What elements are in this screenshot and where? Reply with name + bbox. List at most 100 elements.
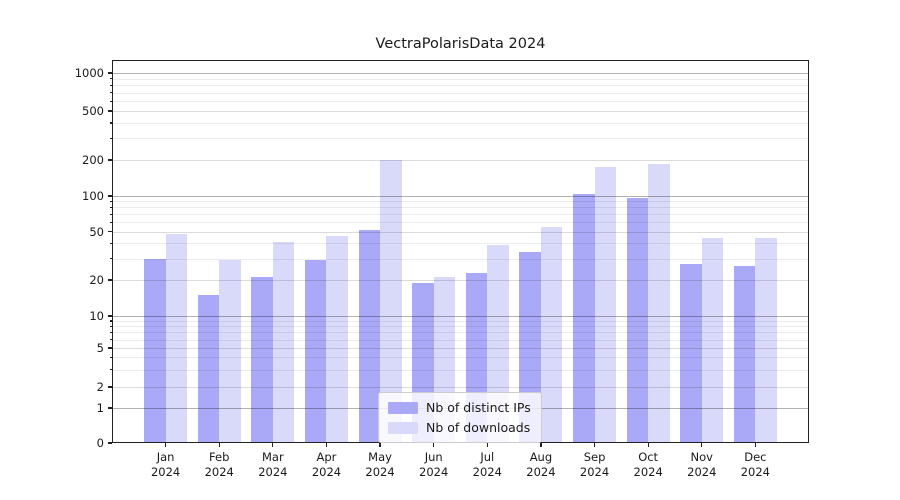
gridline-minor-9	[112, 320, 809, 322]
x-tick-mark-dec	[754, 443, 756, 447]
y-minor-tick-mark-4	[109, 356, 112, 359]
x-tick-label-aug: Aug 2024	[526, 450, 556, 479]
y-tick-mark-200	[108, 159, 112, 161]
y-minor-tick-mark-7	[109, 331, 112, 334]
gridline-minor-300	[112, 138, 809, 140]
y-tick-label-5: 5	[96, 341, 104, 355]
y-tick-label-100: 100	[82, 189, 104, 203]
y-minor-tick-mark-90	[109, 200, 112, 203]
gridline-minor-30	[112, 258, 809, 260]
legend-entry-distinct-ips: Nb of distinct IPs	[388, 400, 531, 415]
gridline-minor-400	[112, 122, 809, 124]
y-tick-mark-5	[108, 347, 112, 349]
y-tick-label-50: 50	[89, 224, 104, 239]
x-tick-label-apr: Apr 2024	[311, 450, 342, 479]
y-minor-tick-mark-800	[109, 84, 112, 86]
bar-downloads-dec	[755, 238, 777, 443]
y-minor-tick-mark-9	[109, 320, 112, 322]
x-tick-mark-mar	[272, 443, 274, 447]
gridline-minor-800	[112, 85, 809, 87]
x-tick-label-sep: Sep 2024	[579, 450, 610, 479]
y-tick-mark-100	[108, 195, 112, 197]
bar-downloads-apr	[326, 235, 348, 443]
bar-ips-jan	[144, 258, 166, 443]
gridline-minor-40	[112, 243, 809, 245]
x-tick-label-feb: Feb 2024	[204, 450, 234, 479]
bar-ips-oct	[626, 197, 649, 443]
legend-label-distinct-ips: Nb of distinct IPs	[426, 400, 531, 415]
x-tick-mark-oct	[647, 443, 649, 447]
x-tick-mark-nov	[701, 443, 703, 447]
bar-ips-feb	[197, 294, 220, 443]
x-tick-label-jan: Jan 2024	[150, 450, 181, 479]
x-tick-mark-jul	[486, 443, 488, 447]
gridline-minor-60	[112, 222, 809, 224]
y-tick-label-1: 1	[96, 401, 104, 415]
x-tick-label-jul: Jul 2024	[472, 450, 502, 479]
gridline-20	[112, 280, 809, 281]
y-tick-mark-0	[108, 442, 112, 444]
y-minor-tick-mark-300	[109, 137, 112, 139]
legend-label-downloads: Nb of downloads	[426, 420, 531, 435]
gridline-minor-8	[112, 326, 809, 328]
gridline-10	[112, 316, 809, 317]
gridline-minor-4	[112, 357, 809, 359]
y-minor-tick-mark-400	[109, 122, 112, 124]
y-tick-label-1000: 1000	[74, 66, 104, 80]
y-tick-mark-1	[108, 407, 112, 409]
x-tick-label-may: May 2024	[365, 450, 395, 479]
x-tick-mark-apr	[325, 443, 328, 447]
gridline-minor-70	[112, 214, 809, 216]
x-tick-label-dec: Dec 2024	[740, 450, 771, 479]
y-minor-tick-mark-70	[109, 213, 112, 215]
gridline-minor-90	[112, 201, 809, 203]
bar-downloads-feb	[219, 260, 241, 443]
bar-downloads-aug	[540, 226, 563, 443]
gridline-5	[112, 348, 809, 349]
bar-downloads-sep	[594, 166, 617, 443]
bar-ips-dec	[733, 266, 756, 443]
x-tick-mark-feb	[218, 443, 220, 447]
bar-ips-apr	[304, 260, 327, 443]
x-tick-label-mar: Mar 2024	[258, 450, 288, 479]
y-minor-tick-mark-3	[109, 369, 112, 371]
gridline-1000	[112, 73, 809, 74]
y-minor-tick-mark-8	[109, 325, 112, 327]
y-tick-mark-1000	[108, 72, 112, 74]
gridline-minor-700	[112, 92, 809, 94]
bar-ips-may	[358, 230, 381, 443]
bar-downloads-jan	[165, 233, 188, 443]
x-tick-mark-aug	[540, 443, 542, 447]
x-tick-label-oct: Oct 2024	[633, 450, 663, 479]
chart-title: VectraPolarisData 2024	[375, 36, 546, 52]
x-tick-mark-sep	[593, 443, 596, 447]
gridline-minor-900	[112, 78, 809, 80]
bar-downloads-may	[380, 160, 402, 443]
y-tick-label-10: 10	[89, 309, 104, 323]
gridline-50	[112, 231, 809, 233]
y-tick-mark-50	[108, 230, 112, 233]
y-tick-mark-500	[108, 110, 112, 112]
y-minor-tick-mark-700	[109, 92, 112, 94]
y-minor-tick-mark-600	[109, 100, 112, 102]
y-minor-tick-mark-6	[109, 339, 112, 341]
y-minor-tick-mark-60	[109, 221, 112, 223]
legend-entry-downloads: Nb of downloads	[388, 420, 531, 435]
gridline-minor-6	[112, 339, 809, 341]
y-minor-tick-mark-80	[109, 206, 112, 209]
y-tick-label-200: 200	[82, 153, 104, 167]
gridline-500	[112, 111, 809, 112]
y-tick-label-2: 2	[96, 380, 104, 394]
x-tick-mark-may	[379, 443, 381, 447]
bar-downloads-oct	[648, 164, 670, 443]
x-tick-label-jun: Jun 2024	[419, 450, 449, 479]
legend-swatch-distinct-ips	[388, 401, 418, 414]
gridline-2	[112, 387, 809, 388]
x-tick-label-nov: Nov 2024	[687, 450, 717, 479]
gridline-minor-7	[112, 332, 809, 334]
gridline-minor-80	[112, 207, 809, 209]
bar-downloads-nov	[701, 238, 724, 443]
bar-ips-nov	[680, 264, 702, 443]
bar-ips-mar	[251, 277, 273, 443]
